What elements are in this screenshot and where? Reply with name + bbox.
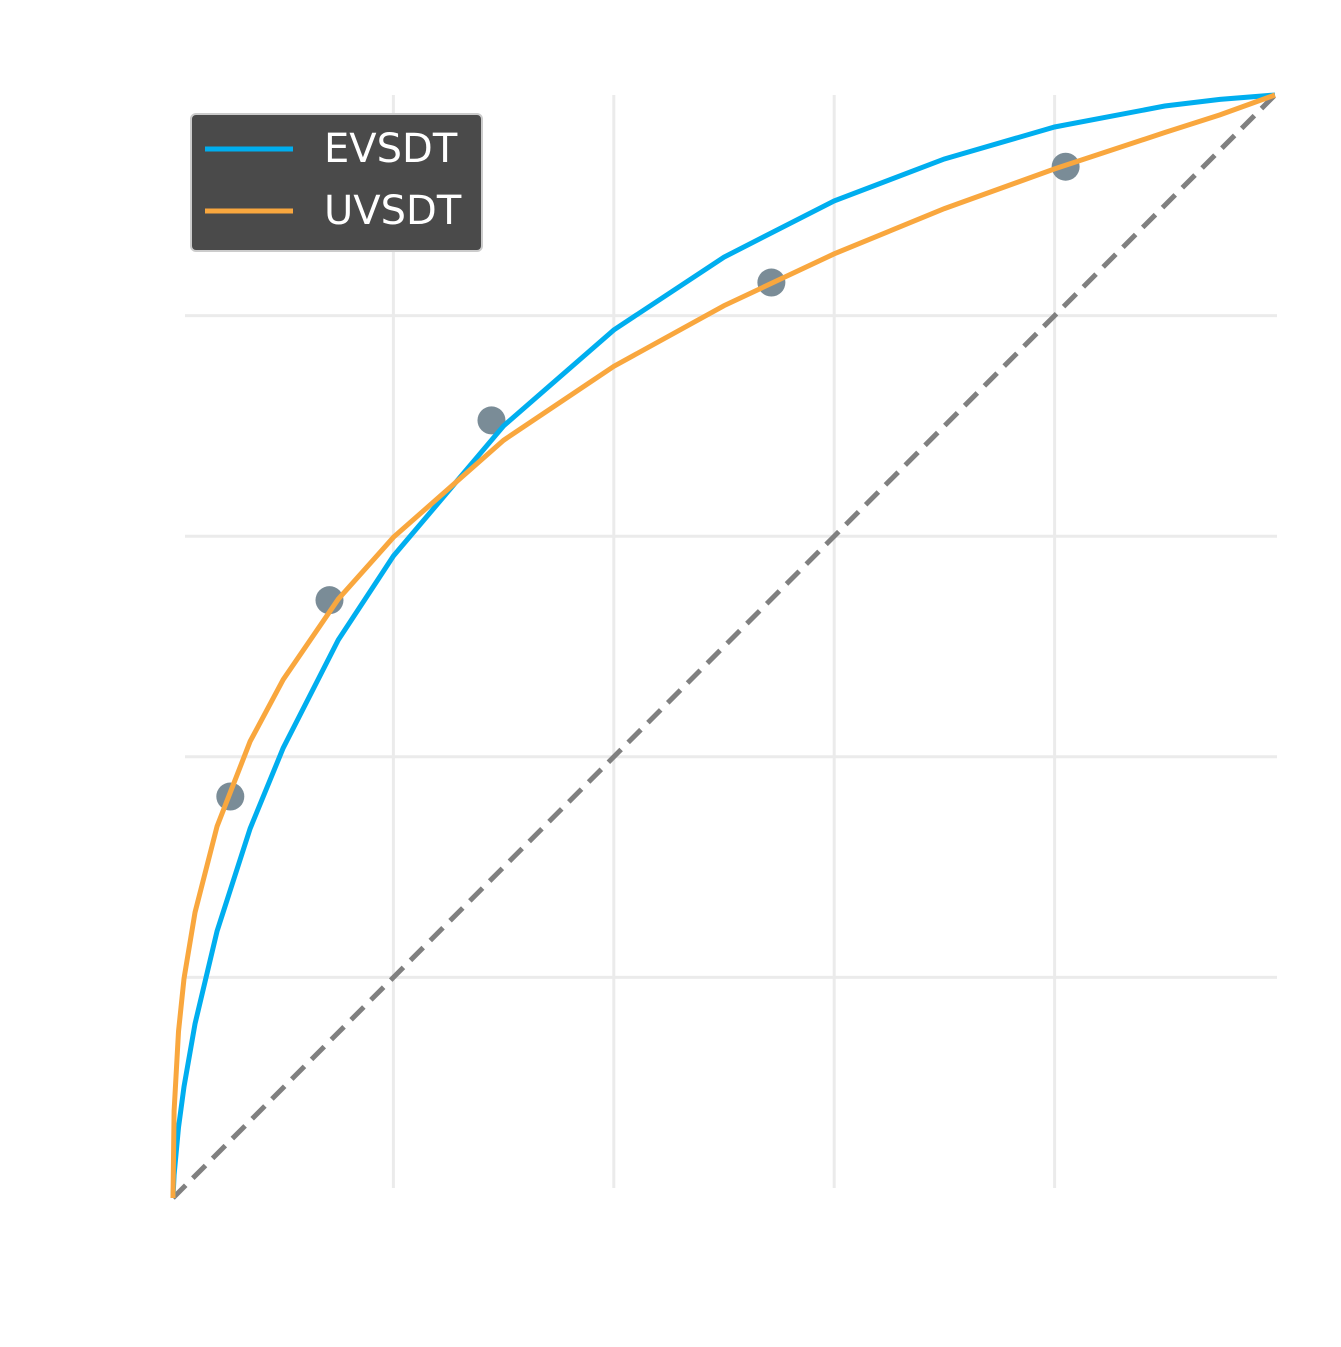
chance-line [171, 93, 1277, 1200]
data-point [477, 406, 506, 435]
data-point [315, 586, 344, 615]
legend-label: UVSDT [324, 188, 462, 234]
roc-curve [170, 92, 1276, 1199]
roc-curve [170, 92, 1276, 1199]
legend-label: EVSDT [324, 126, 458, 172]
